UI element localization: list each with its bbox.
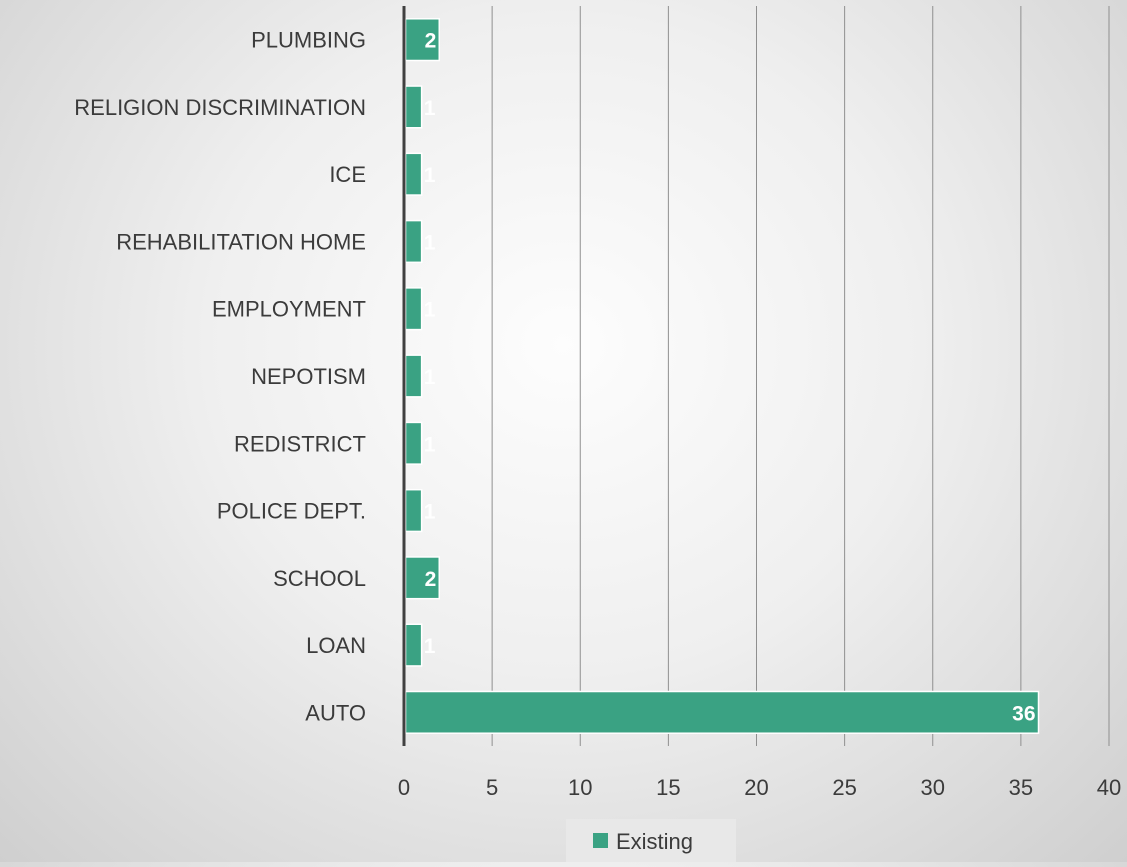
category-label: LOAN [306,633,366,658]
x-tick-label: 0 [398,775,410,800]
legend: Existing [566,819,736,862]
data-label: 1 [424,433,436,456]
legend-swatch [593,833,608,848]
legend-label: Existing [616,829,693,854]
category-labels: PLUMBING RELIGION DISCRIMINATION ICE REHABI… [74,28,366,726]
x-tick-label: 10 [568,775,592,800]
data-label: 1 [424,97,436,120]
x-tick-label: 35 [1009,775,1033,800]
bar [404,219,423,264]
data-label: 1 [424,635,436,658]
bar [404,354,423,398]
bar [404,287,423,331]
category-label: NEPOTISM [251,364,366,389]
data-label: 1 [424,164,436,187]
x-tick-label: 25 [832,775,856,800]
x-tick-label: 40 [1097,775,1121,800]
bar [404,421,423,465]
bar [404,85,423,129]
bar [404,488,423,533]
category-label: REHABILITATION HOME [116,229,366,254]
bar [404,690,1040,734]
gridlines [491,6,1110,746]
data-label: 1 [424,231,436,254]
x-tick-label: 30 [921,775,945,800]
category-label: POLICE DEPT. [217,499,366,524]
bar [404,152,423,196]
category-label: ICE [329,162,366,187]
category-label: AUTO [305,700,366,725]
x-tick-label: 5 [486,775,498,800]
x-tick-labels: 0 5 10 15 20 25 30 35 40 [398,775,1121,800]
bar [404,623,423,667]
bar [404,556,440,600]
data-label: 1 [424,366,436,389]
category-label: REDISTRICT [234,431,366,456]
x-tick-label: 15 [656,775,680,800]
bars [404,18,1040,734]
category-label: SCHOOL [273,566,366,591]
data-label: 1 [424,501,436,524]
category-label: EMPLOYMENT [212,297,366,322]
data-label: 1 [424,299,436,322]
data-label: 2 [425,568,437,591]
category-label: RELIGION DISCRIMINATION [74,95,366,120]
x-tick-label: 20 [744,775,768,800]
category-label: PLUMBING [251,28,366,53]
data-label: 2 [425,30,437,53]
data-label: 36 [1012,702,1035,725]
data-labels: 2 1 1 1 1 1 1 1 2 1 36 [424,30,1036,726]
